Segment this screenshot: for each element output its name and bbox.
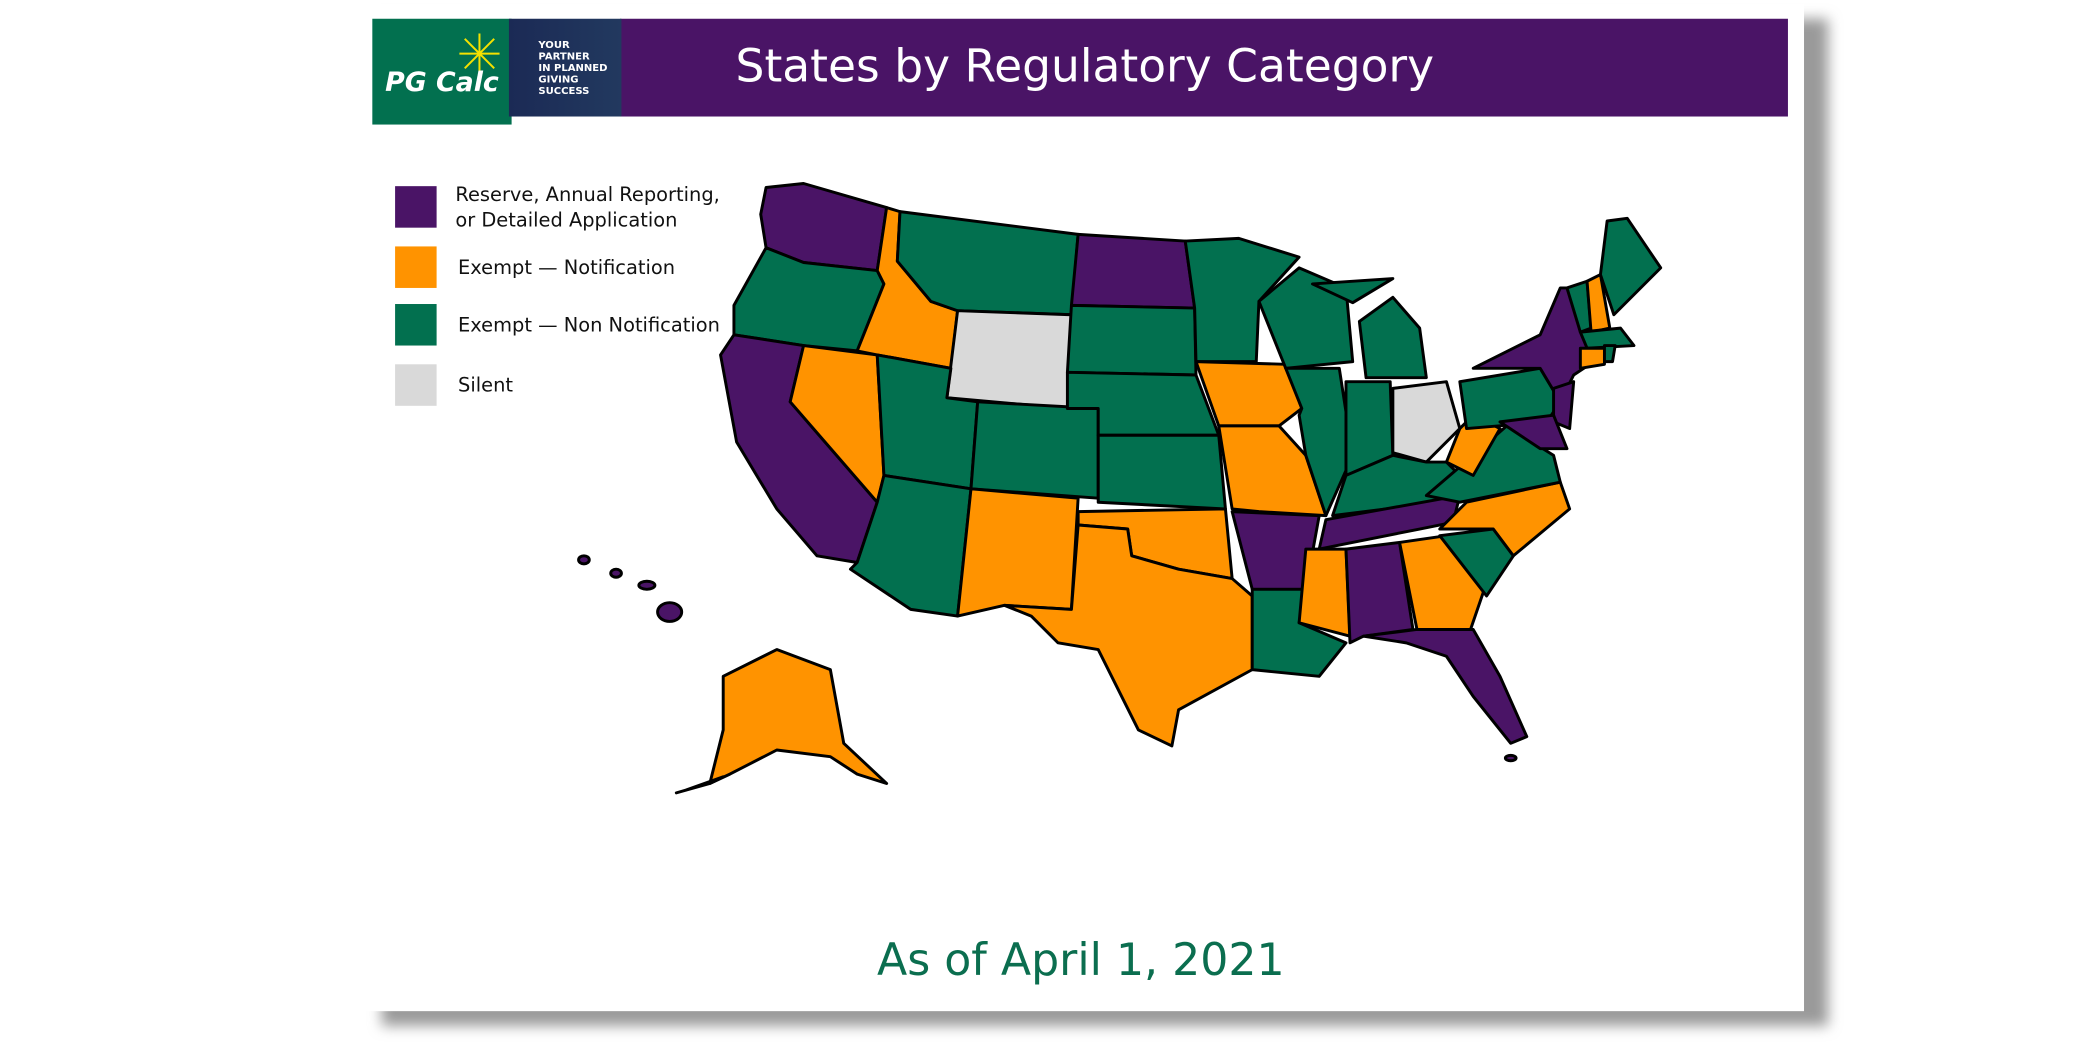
state (1498, 413, 1569, 451)
legend-label: Exempt — Non Notification (458, 313, 720, 336)
state (1297, 547, 1352, 638)
state (1503, 753, 1518, 763)
state (656, 601, 684, 623)
state (637, 579, 657, 591)
state (1002, 523, 1254, 748)
state (609, 567, 623, 579)
state (1096, 433, 1227, 511)
state (1361, 627, 1529, 745)
footer: As of April 1, 2021 (877, 935, 1285, 986)
state (1069, 232, 1197, 310)
legend-label: Reserve, Annual Reporting, (455, 183, 719, 206)
legend-label: Exempt — Notification (458, 256, 675, 279)
state (1311, 277, 1395, 305)
tagline-line: SUCCESS (538, 86, 589, 97)
title: States by Regulatory Category (736, 40, 1435, 93)
us-map (577, 182, 1663, 795)
legend-label: Silent (458, 374, 513, 397)
legend-swatch (395, 364, 437, 406)
tagline-line: IN PLANNED (538, 63, 607, 74)
logo-name: PG Calc (385, 67, 499, 98)
state (674, 775, 725, 795)
state (1552, 380, 1576, 431)
state (1391, 380, 1462, 464)
state (956, 487, 1080, 618)
title-bar (620, 18, 1788, 117)
card (357, 4, 1805, 1012)
state (1578, 326, 1636, 350)
state (1357, 295, 1428, 380)
tagline-line: GIVING (538, 74, 578, 85)
state (969, 400, 1100, 500)
state (1578, 346, 1606, 370)
state (1598, 216, 1663, 317)
tagline-box (508, 18, 622, 117)
tagline-line: PARTNER (538, 52, 590, 63)
state (577, 554, 591, 566)
tagline-line: YOUR (537, 40, 570, 51)
legend: Reserve, Annual Reporting,or Detailed Ap… (395, 183, 720, 406)
legend-label: or Detailed Application (455, 208, 677, 231)
state (1602, 344, 1617, 364)
state (1065, 303, 1198, 377)
legend-swatch (395, 186, 437, 228)
legend-swatch (395, 304, 437, 346)
state (1284, 366, 1355, 518)
state (1317, 494, 1462, 551)
legend-swatch (395, 246, 437, 288)
logo-sun (459, 33, 500, 74)
state (1194, 360, 1304, 428)
state (1183, 236, 1301, 364)
state (708, 648, 889, 785)
state (945, 309, 1073, 410)
logo-box (372, 18, 512, 125)
